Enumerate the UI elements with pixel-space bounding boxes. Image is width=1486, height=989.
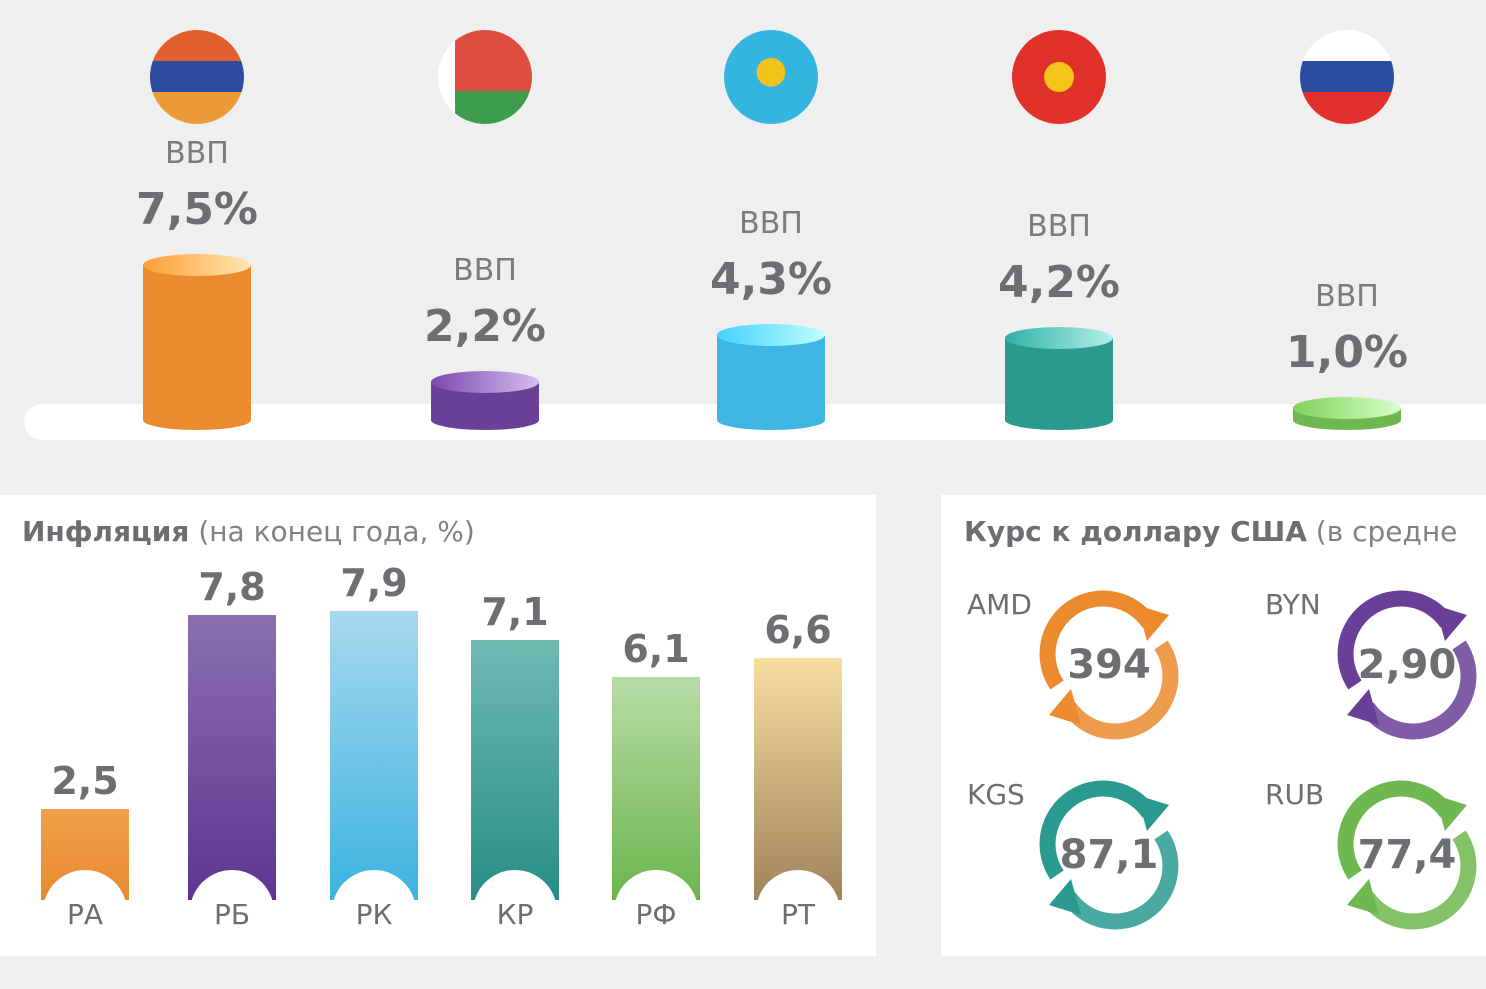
bar-cutout — [332, 869, 416, 900]
exchange-subtitle: (в средне — [1315, 515, 1458, 548]
gdp-value: 7,5% — [135, 184, 259, 235]
exchange-rate-value: 87,1 — [1059, 832, 1159, 878]
bar-cutout — [43, 870, 127, 900]
cylinder-top — [1005, 326, 1113, 349]
gdp-label: ВВП — [1315, 279, 1379, 314]
cylinder-bottom — [1005, 409, 1113, 430]
flag-icon — [1300, 30, 1394, 124]
inflation-title: Инфляция (на конец года, %) — [22, 515, 475, 548]
bar-cutout — [614, 869, 698, 900]
inflation-value: 7,9 — [340, 560, 408, 605]
inflation-bar — [612, 676, 700, 900]
gdp-label: ВВП — [453, 252, 517, 288]
bar-cutout — [190, 869, 274, 900]
cylinder-top — [431, 370, 539, 393]
gdp-cylinder — [717, 324, 825, 430]
currency-code: RUB — [1265, 778, 1325, 811]
exchange-cycle-icon — [1327, 775, 1486, 935]
exchange-cycle-icon — [1029, 585, 1189, 745]
inflation-category: РФ — [635, 898, 677, 931]
gdp-value: 4,3% — [709, 254, 833, 306]
gdp-value: 4,2% — [997, 256, 1121, 308]
inflation-category: КР — [496, 898, 534, 931]
inflation-category: РТ — [781, 898, 815, 931]
cylinder-bottom — [431, 409, 539, 430]
exchange-cycle-icon — [1327, 585, 1486, 745]
inflation-bar — [330, 610, 418, 900]
cylinder-bottom — [143, 410, 251, 430]
currency-code: KGS — [967, 778, 1025, 811]
inflation-category: РК — [355, 898, 393, 931]
inflation-value: 7,8 — [198, 564, 266, 609]
exchange-title-main: Курс к доллару США — [964, 515, 1307, 548]
flag-icon — [1012, 30, 1106, 124]
gdp-cylinder — [431, 370, 539, 430]
exchange-rate-value: 77,4 — [1357, 832, 1457, 878]
inflation-value: 2,5 — [51, 758, 119, 803]
flag-icon — [438, 30, 532, 124]
bar-cutout — [473, 869, 557, 900]
gdp-cylinder — [1005, 326, 1113, 430]
inflation-bar — [41, 808, 129, 900]
inflation-value: 6,1 — [622, 626, 690, 671]
exchange-rate-value: 2,90 — [1357, 642, 1457, 688]
inflation-value: 7,1 — [481, 590, 549, 635]
inflation-category: РА — [66, 898, 104, 931]
gdp-cylinder — [143, 254, 251, 430]
gdp-value: 1,0% — [1285, 327, 1409, 378]
exchange-rate-value: 394 — [1067, 642, 1151, 688]
cylinder-top — [143, 254, 251, 276]
cylinder-body — [1005, 337, 1113, 420]
cylinder-top — [717, 324, 825, 347]
inflation-subtitle: (на конец года, %) — [198, 515, 475, 548]
cylinder-top — [1293, 397, 1401, 419]
cylinder-body — [717, 335, 825, 420]
bar-cutout — [756, 869, 840, 900]
gdp-label: ВВП — [739, 206, 803, 242]
inflation-bar — [188, 614, 276, 900]
exchange-title: Курс к доллару США (в средне — [964, 515, 1457, 548]
gdp-label: ВВП — [1027, 208, 1091, 244]
cylinder-bottom — [717, 409, 825, 430]
gdp-value: 2,2% — [423, 300, 547, 352]
flag-icon — [724, 30, 818, 124]
inflation-panel — [0, 495, 876, 956]
inflation-title-main: Инфляция — [22, 515, 190, 548]
inflation-bar — [471, 640, 559, 900]
inflation-category: РБ — [213, 898, 251, 931]
gdp-cylinder — [1293, 397, 1401, 430]
gdp-label: ВВП — [165, 136, 229, 171]
inflation-bar — [754, 658, 842, 900]
inflation-value: 6,6 — [764, 608, 832, 653]
exchange-cycle-icon — [1029, 775, 1189, 935]
currency-code: BYN — [1265, 588, 1321, 621]
currency-code: AMD — [967, 588, 1032, 621]
flag-icon — [150, 30, 244, 124]
cylinder-body — [143, 265, 251, 420]
